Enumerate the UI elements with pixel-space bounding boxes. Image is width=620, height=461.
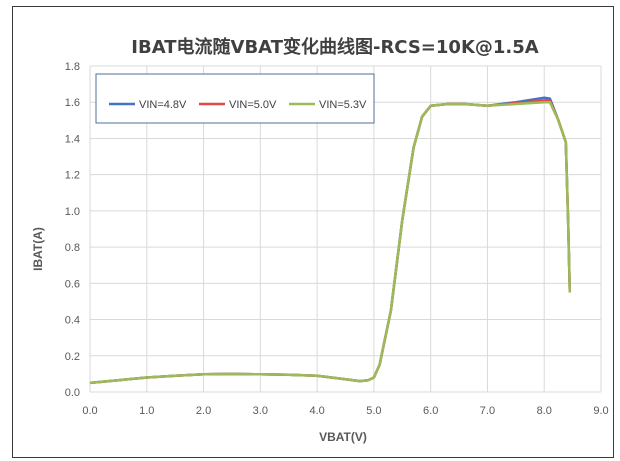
y-axis-title: IBAT(A): [31, 227, 45, 271]
chart-title: IBAT电流随VBAT变化曲线图-RCS=10K@1.5A: [131, 36, 538, 58]
y-tick-label: 0.0: [65, 387, 80, 399]
series-line-3: [89, 100, 572, 385]
legend-box: [95, 73, 375, 124]
x-tick-label: 8.0: [537, 405, 552, 417]
legend-label: VIN=5.0V: [229, 99, 277, 111]
x-tick-label: 0.0: [82, 405, 97, 417]
line-chart: IBAT电流随VBAT变化曲线图-RCS=10K@1.5A 0.0 1.0 2.0 3…: [31, 36, 609, 444]
y-tick-label: 1.8: [65, 61, 80, 73]
chart-frame: IBAT电流随VBAT变化曲线图-RCS=10K@1.5A 0.0 1.0 2.0 3…: [12, 6, 614, 458]
y-tick-label: 0.4: [65, 315, 80, 327]
x-tick-label: 6.0: [423, 405, 438, 417]
y-tick-label: 0.2: [65, 351, 80, 363]
x-tick-label: 7.0: [480, 405, 495, 417]
series-line-1: [89, 96, 572, 385]
legend-items: VIN=4.8V VIN=5.0V VIN=5.3V: [109, 99, 367, 111]
x-tick-label: 5.0: [366, 405, 381, 417]
x-tick-label: 2.0: [196, 405, 211, 417]
x-tick-label: 1.0: [139, 405, 154, 417]
x-tick-label: 4.0: [309, 405, 324, 417]
y-tick-label: 0.6: [65, 278, 80, 290]
x-tick-label: 9.0: [593, 405, 608, 417]
x-tick-label: 3.0: [253, 405, 268, 417]
series-line-2: [89, 99, 572, 385]
legend-label: VIN=5.3V: [319, 99, 367, 111]
y-tick-label: 1.6: [65, 97, 80, 109]
y-tick-label: 1.2: [65, 170, 80, 182]
series-layer: [89, 96, 572, 385]
y-tick-label: 0.8: [65, 242, 80, 254]
y-tick-label: 1.4: [65, 133, 80, 145]
legend-label: VIN=4.8V: [139, 99, 187, 111]
legend: VIN=4.8V VIN=5.0V VIN=5.3V: [95, 73, 375, 124]
tick-labels: 0.0 1.0 2.0 3.0 4.0 5.0 6.0 7.0 8.0 9.0 0.0 0.2 0.4 0…: [65, 61, 609, 417]
x-axis-title: VBAT(V): [319, 430, 367, 444]
y-tick-label: 1.0: [65, 206, 80, 218]
